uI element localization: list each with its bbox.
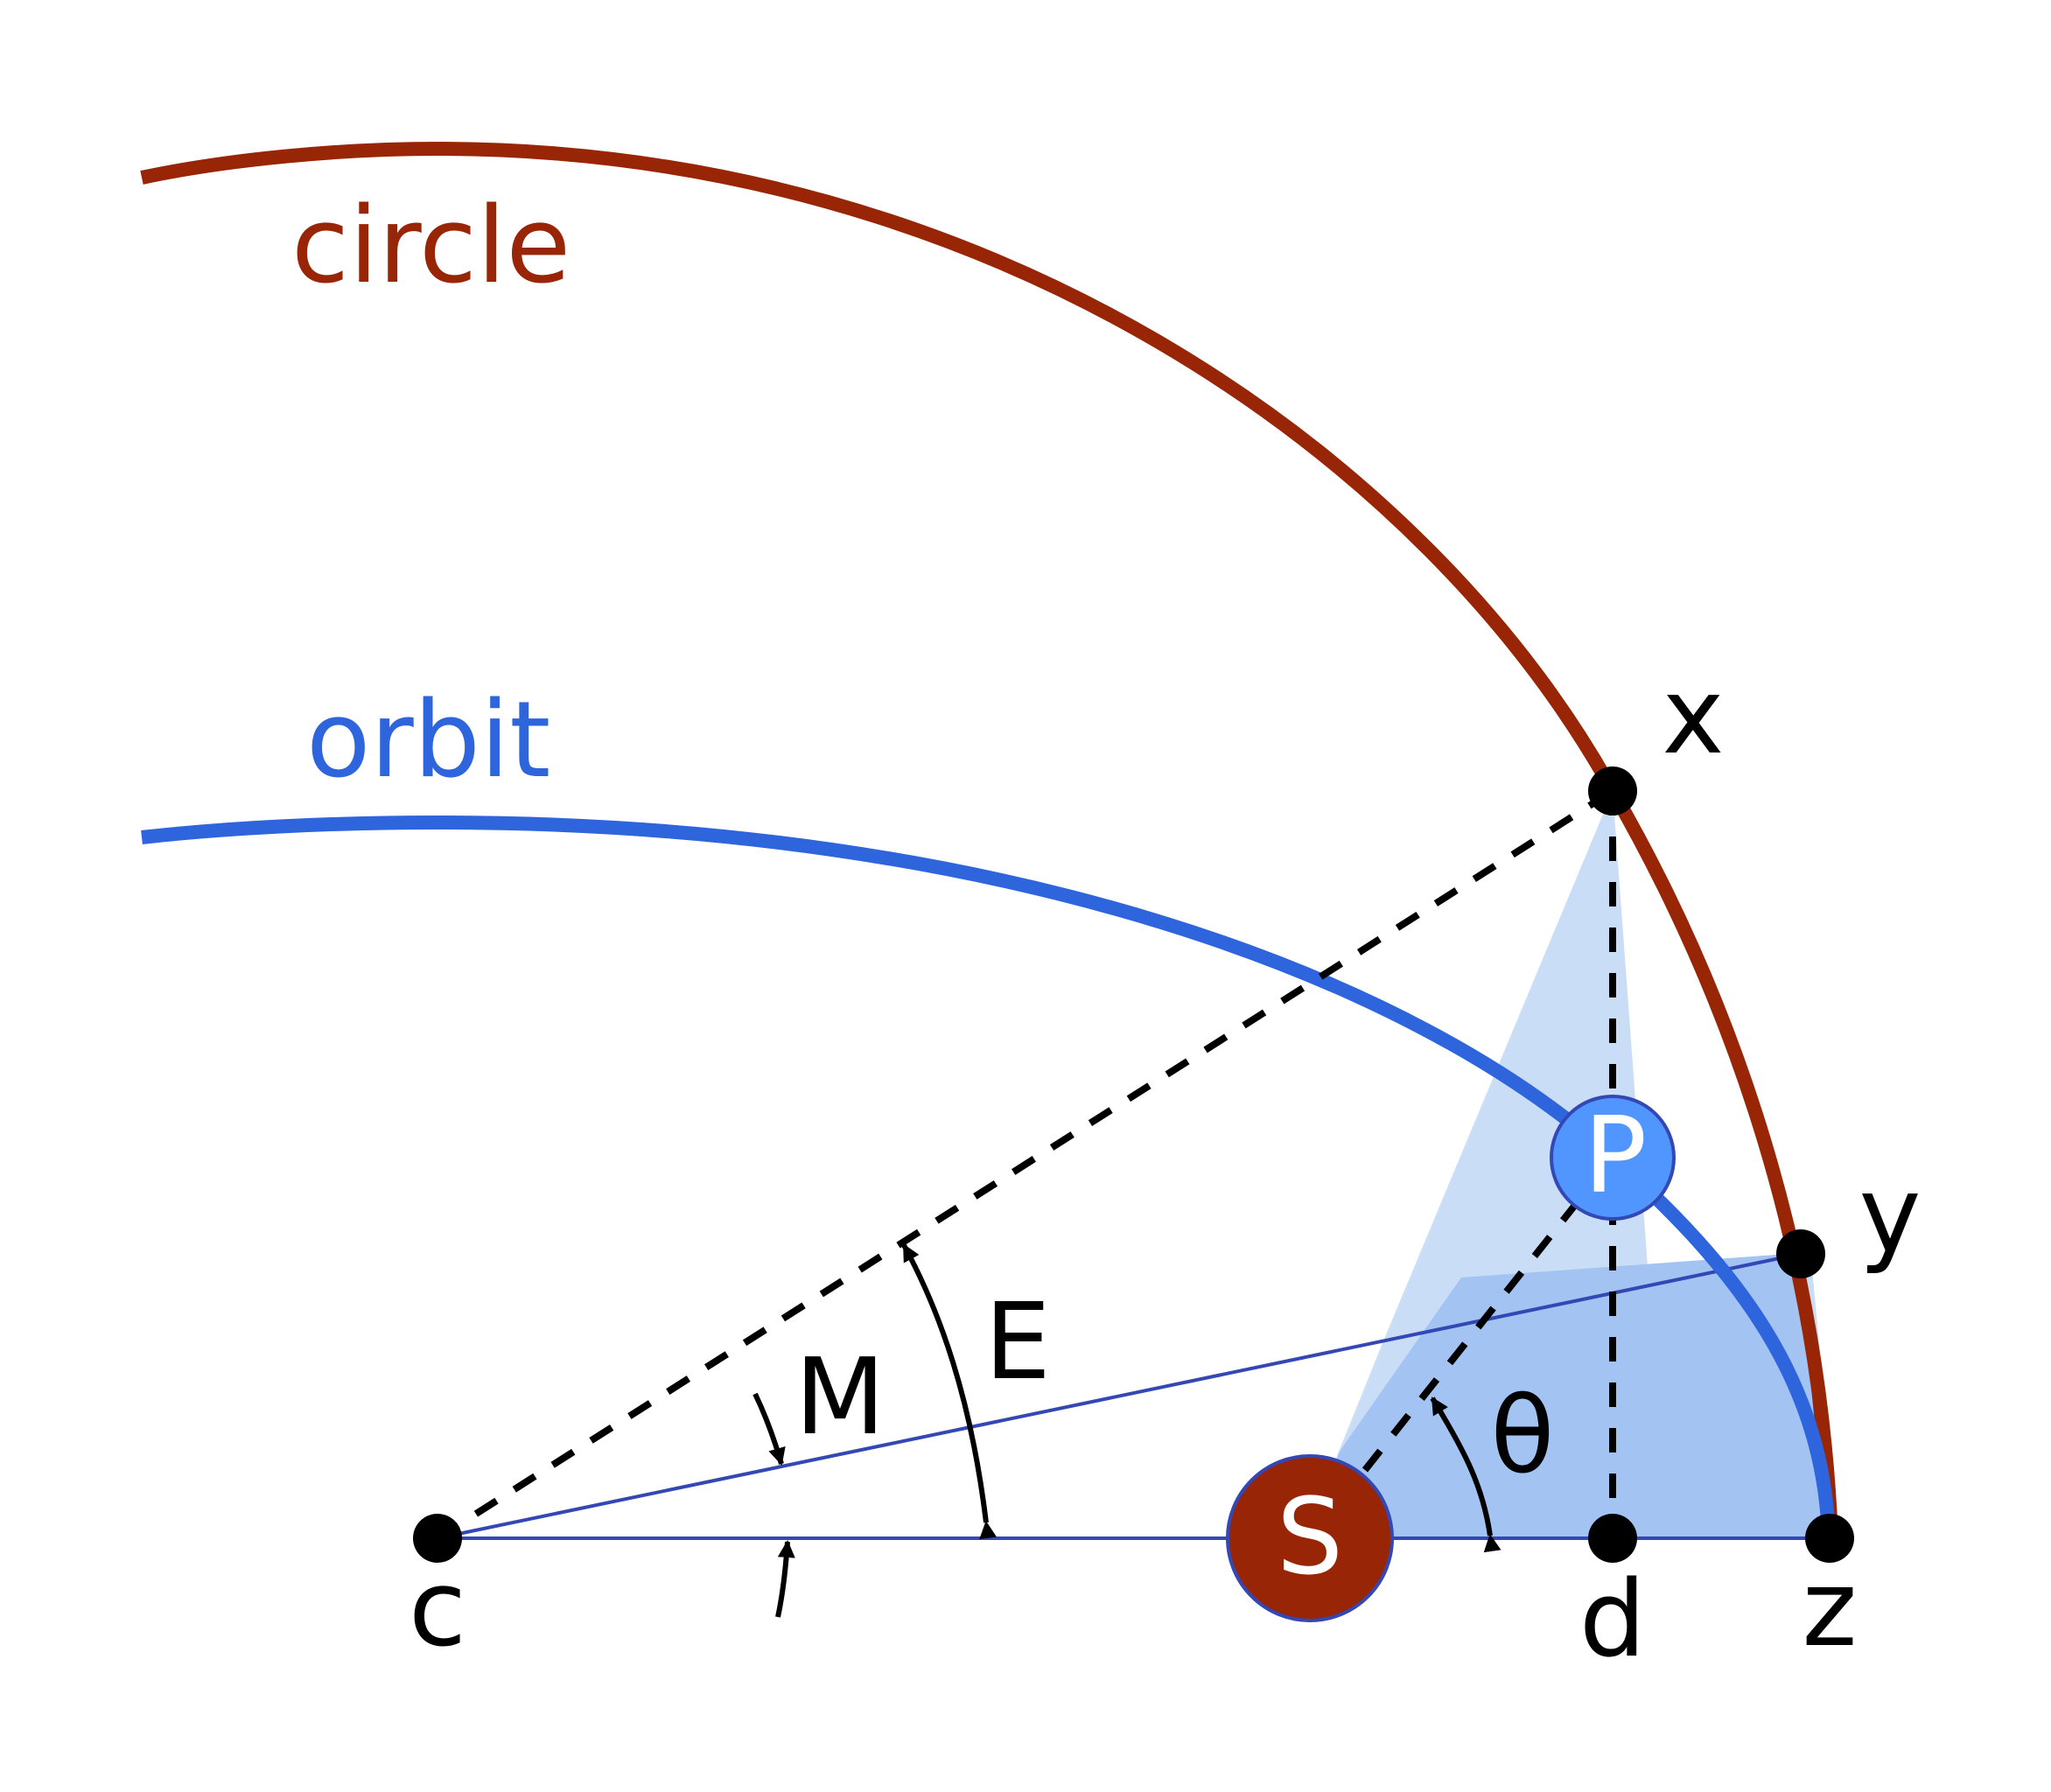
planet-marker: [1550, 1095, 1676, 1221]
angle-E-label: E: [984, 1282, 1051, 1404]
point-d-label: d: [1579, 1559, 1646, 1681]
angle-theta-arc: [1430, 1396, 1502, 1553]
planet-label: P: [1584, 1096, 1647, 1217]
sun-label: S: [1277, 1477, 1343, 1599]
point-c: [413, 1514, 462, 1563]
point-c-label: c: [409, 1549, 466, 1670]
point-x: [1588, 766, 1637, 816]
angle-E-arc: [901, 1243, 998, 1540]
point-z: [1805, 1514, 1854, 1563]
angle-M-arc-upper: [752, 1392, 786, 1466]
point-d: [1588, 1514, 1637, 1563]
angle-M-label: M: [794, 1337, 886, 1459]
auxiliary-circle-arc: [140, 141, 1838, 1539]
angle-M-arc-lower: [775, 1540, 795, 1618]
angle-theta-label: θ: [1490, 1376, 1554, 1497]
sun-marker: [1226, 1454, 1394, 1622]
line-c-y: [437, 1252, 1802, 1540]
point-y-label: y: [1858, 1155, 1921, 1277]
orbit-label: orbit: [306, 680, 550, 802]
point-y: [1776, 1229, 1825, 1278]
dashed-line-c-x: [435, 788, 1615, 1542]
point-z-label: z: [1802, 1549, 1858, 1670]
orbit-ellipse-arc: [141, 815, 1836, 1539]
shaded-sector-dark: [1312, 1253, 1838, 1538]
circle-label: circle: [291, 186, 570, 307]
dashed-line-s-p: [1362, 1155, 1616, 1473]
shaded-triangle-light: [1304, 791, 1613, 1538]
point-x-label: x: [1662, 656, 1724, 778]
